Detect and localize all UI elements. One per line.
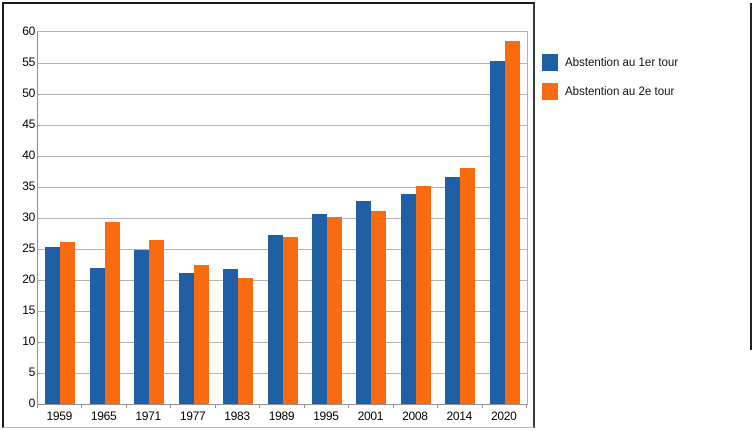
bar-1995-serie2 <box>326 217 342 404</box>
x-axis-tick <box>437 404 439 408</box>
y-tick-label: 0 <box>28 396 36 410</box>
bar-1989-serie1 <box>267 234 283 404</box>
bar-1971-serie2 <box>149 240 165 404</box>
bar-2014-serie1 <box>445 177 461 404</box>
chart-frame: 0 5 10 15 20 25 30 35 40 45 50 55 60 1959 1965 1971 1977… <box>2 2 535 428</box>
x-tick-label: 2001 <box>357 409 384 423</box>
y-tick-label: 25 <box>22 241 35 255</box>
bar-2014-serie2 <box>460 167 476 404</box>
x-axis-tick <box>303 404 305 408</box>
x-tick-label: 1983 <box>224 409 250 423</box>
plot-area <box>37 31 528 405</box>
x-tick-label: 1989 <box>268 409 295 423</box>
y-tick-label: 45 <box>22 117 35 131</box>
x-axis-tick <box>392 404 394 408</box>
bar-2020-serie2 <box>504 40 520 404</box>
bar-2020-serie1 <box>489 60 505 404</box>
x-tick-label: 1959 <box>46 409 72 423</box>
x-axis-tick <box>526 404 527 408</box>
y-tick-label: 60 <box>22 24 35 38</box>
bar-1989-serie2 <box>282 237 298 404</box>
bar-1977-serie2 <box>193 264 209 404</box>
x-axis-tick <box>170 404 172 408</box>
y-tick-label: 15 <box>22 303 35 317</box>
gridline <box>38 63 527 64</box>
legend-swatch-blue <box>542 54 558 71</box>
bar-1995-serie1 <box>311 213 327 404</box>
x-tick-label: 1971 <box>135 409 161 423</box>
x-tick-label: 1965 <box>90 409 117 423</box>
cropped-border-line <box>750 3 752 350</box>
gridline <box>38 94 527 95</box>
bar-1959-serie1 <box>45 247 61 404</box>
x-axis-tick <box>481 404 483 408</box>
y-tick-label: 20 <box>22 272 35 286</box>
x-tick-label: 2008 <box>402 409 428 423</box>
bar-1965-serie1 <box>89 268 105 404</box>
x-axis-tick <box>214 404 216 408</box>
legend-item-1er-tour: Abstention au 1er tour <box>542 54 678 71</box>
bar-1959-serie2 <box>60 241 76 404</box>
x-axis-tick <box>37 404 38 408</box>
x-tick-label: 2014 <box>446 409 473 423</box>
legend-swatch-orange <box>542 83 558 100</box>
gridline <box>38 156 527 157</box>
gridline <box>38 125 527 126</box>
x-axis-tick <box>125 404 127 408</box>
bar-1965-serie2 <box>104 222 120 404</box>
x-axis-tick <box>81 404 83 408</box>
x-axis-tick <box>348 404 350 408</box>
bar-1983-serie2 <box>238 278 254 404</box>
bar-2008-serie2 <box>415 186 431 404</box>
y-tick-label: 10 <box>22 334 35 348</box>
bar-1983-serie1 <box>223 269 239 404</box>
y-tick-label: 40 <box>22 148 35 162</box>
y-tick-label: 35 <box>22 179 35 193</box>
legend-item-2e-tour: Abstention au 2e tour <box>542 83 674 100</box>
gridline <box>38 218 527 219</box>
y-tick-label: 50 <box>22 86 35 100</box>
x-tick-label: 1995 <box>313 409 339 423</box>
y-tick-label: 5 <box>28 365 36 379</box>
y-tick-label: 30 <box>22 210 35 224</box>
legend-label: Abstention au 2e tour <box>565 85 675 98</box>
bar-1977-serie1 <box>178 273 194 404</box>
bar-2001-serie2 <box>371 211 387 404</box>
gridline <box>38 187 527 188</box>
bar-2001-serie1 <box>356 200 372 404</box>
y-tick-label: 55 <box>22 55 35 69</box>
x-axis-tick <box>259 404 261 408</box>
legend-label: Abstention au 1er tour <box>565 56 679 69</box>
bar-1971-serie1 <box>134 249 150 404</box>
x-tick-label: 1977 <box>179 409 206 423</box>
bar-2008-serie1 <box>400 194 416 404</box>
x-tick-label: 2020 <box>491 409 517 423</box>
